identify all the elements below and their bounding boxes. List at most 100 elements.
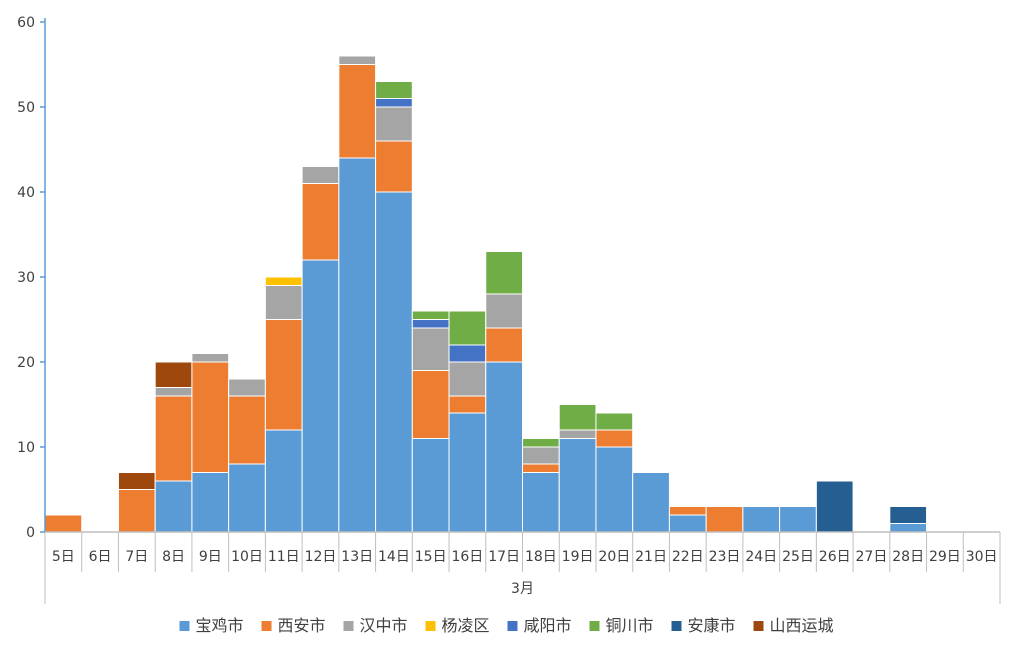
- x-tick-label: 17日: [488, 549, 520, 565]
- legend-item-杨凌区: 杨凌区: [425, 616, 490, 635]
- bar-segment-22日-西安市: [668, 506, 707, 516]
- bar-segment-10日-西安市: [228, 395, 266, 465]
- x-group-label: 3月: [511, 581, 534, 597]
- legend-swatch: [179, 621, 190, 631]
- bar-segment-16日-宝鸡市: [448, 412, 487, 533]
- legend-item-咸阳市: 咸阳市: [507, 616, 572, 635]
- legend-swatch: [343, 621, 354, 631]
- bar-segment-22日-宝鸡市: [668, 514, 707, 533]
- bar-segment-14日-咸阳市: [375, 98, 413, 108]
- legend-swatch: [425, 621, 436, 631]
- x-tick-label: 10日: [231, 549, 263, 565]
- bar-segment-12日-西安市: [301, 183, 340, 261]
- x-tick-label: 16日: [451, 549, 483, 565]
- bar-segment-9日-汉中市: [191, 353, 230, 363]
- bar-segment-18日-西安市: [522, 463, 560, 473]
- bar-segment-8日-西安市: [154, 395, 193, 482]
- bar-segment-14日-西安市: [375, 140, 413, 193]
- bar-segment-18日-汉中市: [522, 446, 560, 465]
- legend-swatch: [753, 621, 764, 631]
- legend-swatch: [507, 621, 518, 631]
- bar-segment-21日-宝鸡市: [632, 472, 670, 533]
- bars-layer: [44, 55, 928, 533]
- legend-swatch: [261, 621, 272, 631]
- bar-segment-17日-铜川市: [485, 251, 523, 295]
- legend-item-汉中市: 汉中市: [343, 616, 408, 635]
- x-tick-label: 24日: [745, 549, 777, 565]
- x-tick-label: 5日: [52, 549, 75, 565]
- x-tick-label: 18日: [525, 549, 557, 565]
- x-tick-label: 22日: [672, 549, 704, 565]
- legend-label: 杨凌区: [442, 616, 490, 635]
- x-tick-label: 11日: [268, 549, 300, 565]
- bar-segment-25日-宝鸡市: [779, 506, 817, 533]
- x-tick-label: 29日: [929, 549, 961, 565]
- x-tick-label: 15日: [415, 549, 447, 565]
- bar-segment-11日-西安市: [264, 319, 303, 431]
- x-tick-label: 13日: [341, 549, 373, 565]
- x-tick-label: 12日: [305, 549, 337, 565]
- bar-segment-10日-宝鸡市: [228, 463, 266, 533]
- bar-segment-15日-宝鸡市: [411, 438, 450, 533]
- bar-segment-7日-西安市: [117, 489, 156, 533]
- bar-segment-13日-西安市: [338, 64, 377, 159]
- bar-segment-7日-山西运城: [117, 472, 156, 490]
- bar-segment-18日-宝鸡市: [522, 472, 560, 533]
- bar-segment-9日-宝鸡市: [191, 472, 230, 533]
- bar-segment-20日-西安市: [595, 429, 634, 448]
- y-tick-label: 50: [17, 100, 35, 116]
- legend-label: 宝鸡市: [196, 616, 244, 635]
- bar-segment-15日-西安市: [411, 370, 450, 439]
- bar-segment-14日-宝鸡市: [375, 191, 413, 533]
- bar-segment-15日-铜川市: [411, 310, 450, 320]
- x-tick-label: 27日: [856, 549, 888, 565]
- x-tick-label: 20日: [598, 549, 630, 565]
- y-tick-label: 40: [17, 185, 35, 201]
- legend-label: 安康市: [688, 616, 736, 635]
- y-tick-label: 0: [26, 525, 35, 541]
- bar-segment-14日-铜川市: [375, 81, 413, 99]
- legend-label: 咸阳市: [524, 616, 572, 635]
- legend-item-铜川市: 铜川市: [589, 616, 654, 635]
- x-tick-label: 19日: [562, 549, 594, 565]
- bar-segment-26日-安康市: [815, 480, 854, 533]
- x-tick-label: 25日: [782, 549, 814, 565]
- bar-segment-8日-汉中市: [154, 387, 193, 397]
- bar-segment-8日-宝鸡市: [154, 480, 193, 533]
- bar-segment-24日-宝鸡市: [742, 506, 781, 533]
- legend-item-安康市: 安康市: [671, 616, 736, 635]
- bar-segment-19日-宝鸡市: [558, 438, 597, 533]
- bar-segment-16日-西安市: [448, 395, 487, 414]
- bar-segment-18日-铜川市: [522, 438, 560, 448]
- bar-segment-20日-宝鸡市: [595, 446, 634, 533]
- x-tick-label: 8日: [162, 549, 185, 565]
- bar-segment-11日-杨凌区: [264, 276, 303, 286]
- bar-segment-20日-铜川市: [595, 412, 634, 431]
- bar-segment-17日-汉中市: [485, 293, 523, 329]
- bar-segment-11日-汉中市: [264, 285, 303, 320]
- x-tick-label: 9日: [199, 549, 222, 565]
- legend-swatch: [589, 621, 600, 631]
- x-tick-label: 28日: [892, 549, 924, 565]
- bar-segment-19日-汉中市: [558, 429, 597, 439]
- legend-label: 铜川市: [606, 616, 654, 635]
- bar-segment-16日-铜川市: [448, 310, 487, 346]
- legend-item-宝鸡市: 宝鸡市: [179, 616, 244, 635]
- legend-label: 汉中市: [360, 616, 408, 635]
- bar-segment-11日-宝鸡市: [264, 429, 303, 533]
- bar-segment-9日-西安市: [191, 361, 230, 473]
- legend: 宝鸡市 西安市 汉中市 杨凌区 咸阳市 铜川市 安康市 山西运城: [179, 616, 834, 635]
- bar-segment-15日-咸阳市: [411, 319, 450, 329]
- bar-segment-5日-西安市: [44, 514, 83, 533]
- x-tick-label: 21日: [635, 549, 667, 565]
- bar-segment-28日-安康市: [889, 506, 928, 524]
- x-tick-label: 7日: [125, 549, 148, 565]
- bar-segment-28日-宝鸡市: [889, 523, 928, 533]
- legend-item-西安市: 西安市: [261, 616, 326, 635]
- legend-label: 西安市: [278, 616, 326, 635]
- y-tick-label: 30: [17, 270, 35, 286]
- bar-segment-12日-宝鸡市: [301, 259, 340, 533]
- bar-segment-13日-宝鸡市: [338, 157, 377, 533]
